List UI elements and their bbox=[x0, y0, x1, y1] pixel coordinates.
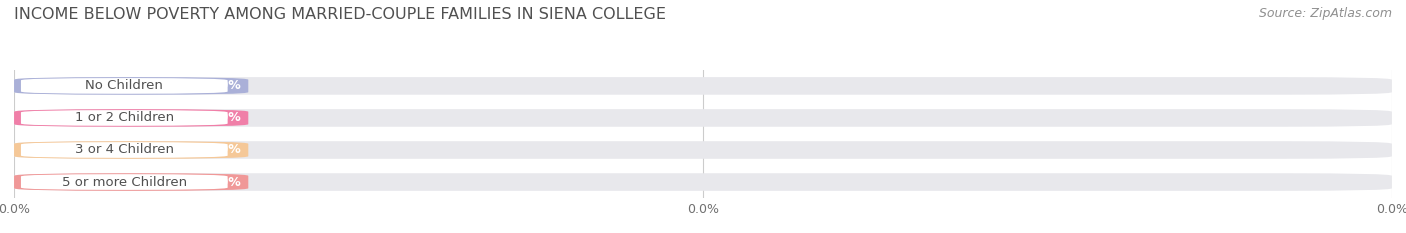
FancyBboxPatch shape bbox=[14, 141, 249, 159]
Text: 0.0%: 0.0% bbox=[207, 79, 242, 93]
FancyBboxPatch shape bbox=[21, 78, 228, 94]
FancyBboxPatch shape bbox=[14, 77, 1392, 95]
FancyBboxPatch shape bbox=[21, 174, 228, 190]
FancyBboxPatch shape bbox=[21, 110, 228, 126]
FancyBboxPatch shape bbox=[21, 142, 228, 158]
FancyBboxPatch shape bbox=[14, 109, 249, 127]
FancyBboxPatch shape bbox=[14, 173, 249, 191]
FancyBboxPatch shape bbox=[14, 141, 1392, 159]
Text: 5 or more Children: 5 or more Children bbox=[62, 175, 187, 188]
Text: No Children: No Children bbox=[86, 79, 163, 93]
FancyBboxPatch shape bbox=[14, 173, 1392, 191]
FancyBboxPatch shape bbox=[14, 77, 249, 95]
Text: 0.0%: 0.0% bbox=[207, 111, 242, 124]
FancyBboxPatch shape bbox=[14, 109, 1392, 127]
Text: 0.0%: 0.0% bbox=[207, 144, 242, 157]
Text: 0.0%: 0.0% bbox=[207, 175, 242, 188]
Text: 3 or 4 Children: 3 or 4 Children bbox=[75, 144, 174, 157]
Text: 1 or 2 Children: 1 or 2 Children bbox=[75, 111, 174, 124]
Text: Source: ZipAtlas.com: Source: ZipAtlas.com bbox=[1258, 7, 1392, 20]
Text: INCOME BELOW POVERTY AMONG MARRIED-COUPLE FAMILIES IN SIENA COLLEGE: INCOME BELOW POVERTY AMONG MARRIED-COUPL… bbox=[14, 7, 666, 22]
